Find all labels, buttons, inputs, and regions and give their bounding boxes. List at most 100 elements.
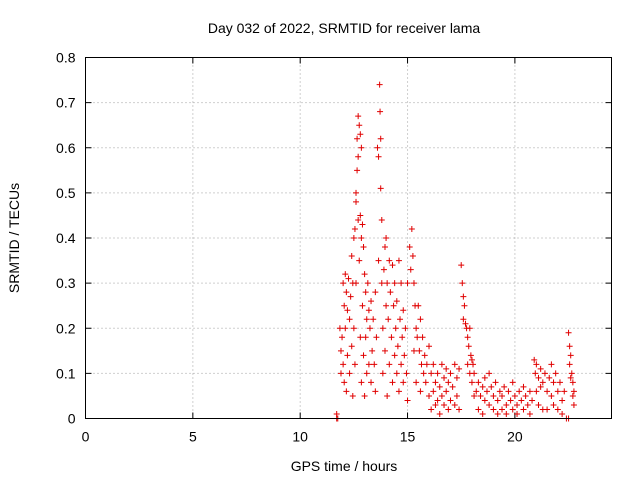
data-point <box>351 361 358 368</box>
data-point <box>374 144 381 151</box>
data-point <box>441 401 448 408</box>
data-point <box>416 347 423 354</box>
data-point <box>524 401 531 408</box>
y-tick-label: 0.7 <box>56 95 76 111</box>
data-point <box>344 307 351 314</box>
data-point <box>379 370 386 377</box>
data-point <box>438 392 445 399</box>
data-point <box>403 370 410 377</box>
data-point <box>539 379 546 386</box>
data-point <box>370 316 377 323</box>
data-point <box>514 410 521 417</box>
data-point <box>356 257 363 264</box>
data-point <box>359 221 366 228</box>
data-point <box>423 361 430 368</box>
data-point <box>464 334 471 341</box>
data-point <box>377 185 384 192</box>
data-point <box>526 388 533 395</box>
data-point <box>520 406 527 413</box>
data-point <box>372 388 379 395</box>
data-point <box>492 379 499 386</box>
x-tick-label: 15 <box>400 429 416 445</box>
data-point <box>357 131 364 138</box>
data-point <box>430 361 437 368</box>
data-point <box>363 370 370 377</box>
data-point <box>459 280 466 287</box>
data-point <box>372 289 379 296</box>
data-point <box>395 388 402 395</box>
data-point <box>363 316 370 323</box>
data-point <box>548 361 555 368</box>
data-point <box>428 370 435 377</box>
data-point <box>516 388 523 395</box>
data-point <box>518 397 525 404</box>
data-point <box>357 212 364 219</box>
data-point <box>390 302 397 309</box>
data-point <box>479 410 486 417</box>
data-point <box>386 361 393 368</box>
data-point <box>377 108 384 115</box>
data-point <box>467 352 474 359</box>
data-point <box>395 257 402 264</box>
data-point <box>417 388 424 395</box>
data-point <box>368 379 375 386</box>
data-point <box>398 361 405 368</box>
data-point <box>358 144 365 151</box>
x-tick-label: 20 <box>507 429 523 445</box>
data-point <box>432 379 439 386</box>
data-point <box>401 352 408 359</box>
data-point <box>473 388 480 395</box>
data-point <box>507 397 514 404</box>
y-tick-label: 0 <box>68 411 76 427</box>
data-point <box>430 388 437 395</box>
x-axis-label: GPS time / hours <box>291 458 398 474</box>
data-point <box>468 356 475 363</box>
data-point <box>368 298 375 305</box>
data-point <box>499 406 506 413</box>
data-point <box>550 401 557 408</box>
data-point <box>537 383 544 390</box>
data-point <box>550 379 557 386</box>
data-point <box>385 316 392 323</box>
data-point <box>561 388 568 395</box>
data-point <box>494 410 501 417</box>
data-point <box>503 410 510 417</box>
data-point <box>477 392 484 399</box>
data-point <box>402 325 409 332</box>
data-point <box>544 388 551 395</box>
data-point <box>447 397 454 404</box>
data-point <box>353 189 360 196</box>
data-point <box>453 392 460 399</box>
data-point <box>486 401 493 408</box>
data-point <box>552 370 559 377</box>
y-tick-label: 0.5 <box>56 185 76 201</box>
data-point <box>358 235 365 241</box>
data-point <box>535 401 542 408</box>
data-point <box>554 406 561 413</box>
grid-lines <box>85 57 612 419</box>
data-point <box>570 401 577 408</box>
data-point <box>413 379 420 386</box>
data-point <box>404 280 411 287</box>
data-point <box>353 198 360 205</box>
data-point <box>509 406 516 413</box>
data-point <box>426 392 433 399</box>
data-point <box>384 280 391 287</box>
data-point <box>529 397 536 404</box>
data-point <box>360 244 367 251</box>
data-point <box>511 392 518 399</box>
x-tick-label: 10 <box>292 429 308 445</box>
data-point <box>369 347 376 354</box>
data-point <box>410 347 417 354</box>
data-point <box>354 167 361 174</box>
data-point <box>360 352 367 359</box>
data-point <box>418 361 425 368</box>
data-point <box>569 392 576 399</box>
data-point <box>548 392 555 399</box>
axis-ticks: 0 0.1 0.2 0.3 0.4 0.5 0.6 0.7 0.8 0 5 10 15 20 <box>56 50 612 445</box>
data-point <box>509 379 516 386</box>
data-point <box>388 334 395 341</box>
y-tick-label: 0.1 <box>56 365 76 381</box>
data-point <box>393 298 400 305</box>
data-point <box>567 374 574 381</box>
